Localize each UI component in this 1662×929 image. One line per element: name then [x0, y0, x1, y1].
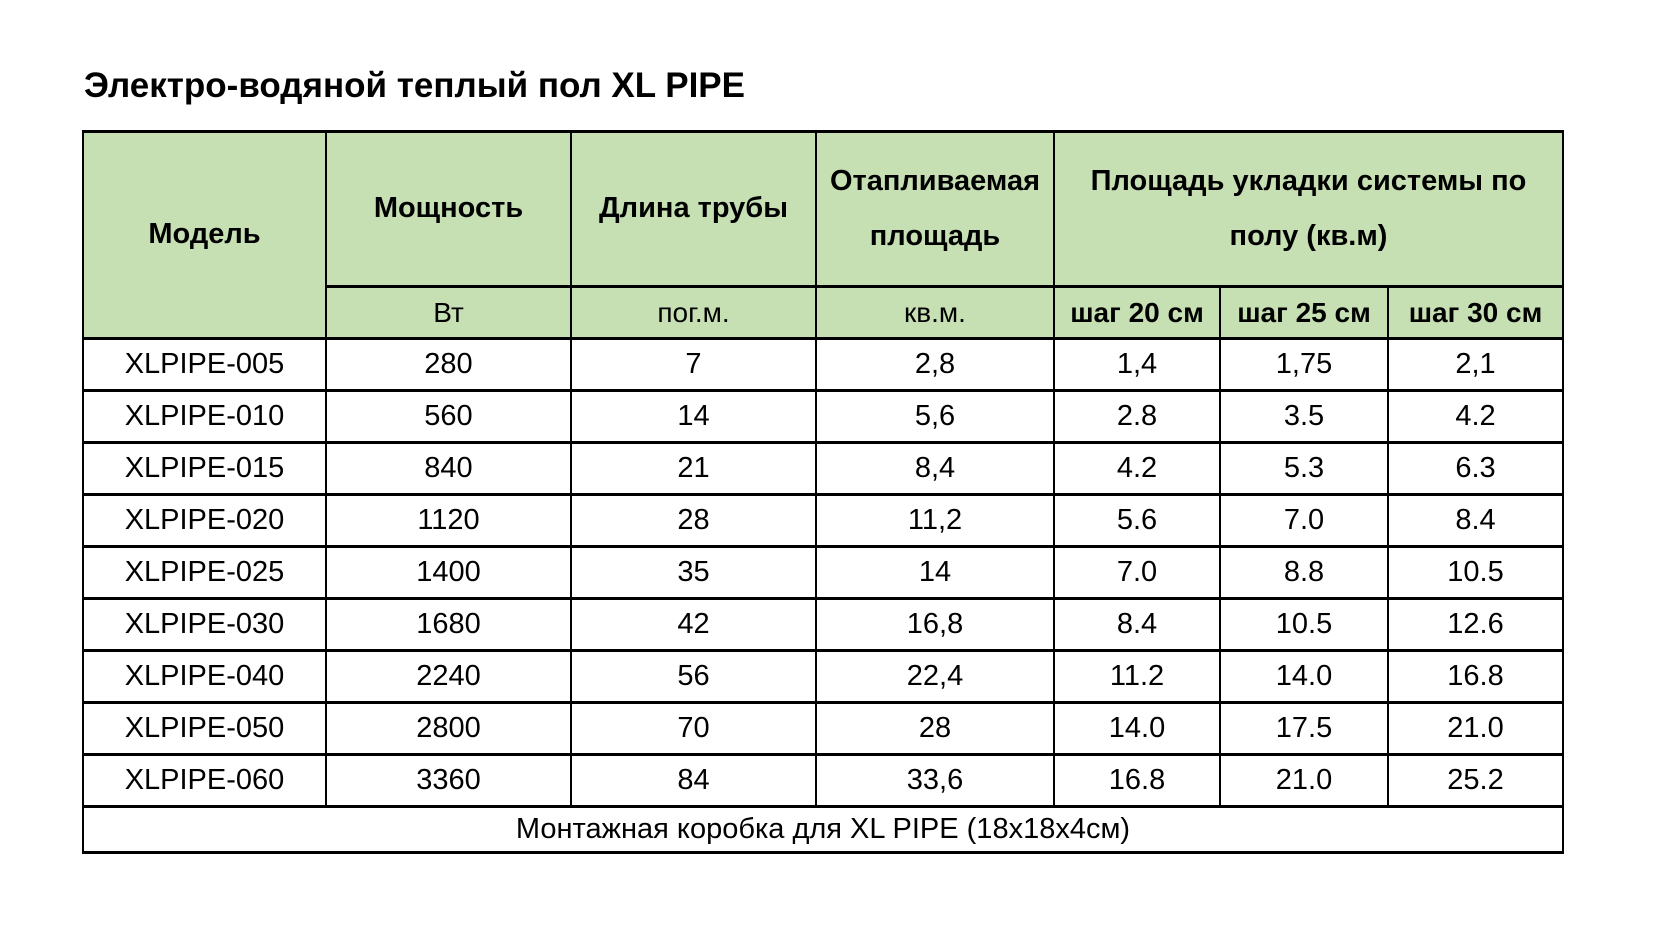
- cell-step-25cm: 10.5: [1219, 597, 1389, 652]
- cell-pipe-length: 70: [570, 701, 817, 756]
- header-row-units: Вт пог.м. кв.м. шаг 20 см шаг 25 см шаг …: [83, 285, 1564, 340]
- cell-power: 3360: [325, 753, 572, 808]
- cell-power: 840: [325, 441, 572, 496]
- header-step-30cm: шаг 30 см: [1387, 285, 1564, 340]
- cell-step-20cm: 7.0: [1053, 545, 1221, 600]
- cell-model: XLPIPE-010: [82, 389, 327, 444]
- cell-step-20cm: 2.8: [1053, 389, 1221, 444]
- xlpipe-spec-table: Модель Мощность Длина трубы Отапливаемая…: [82, 130, 1564, 854]
- cell-model: XLPIPE-040: [82, 649, 327, 704]
- table-row: XLPIPE-050 2800 70 28 14.0 17.5 21.0: [82, 701, 1564, 756]
- table-row: XLPIPE-030 1680 42 16,8 8.4 10.5 12.6: [82, 597, 1564, 652]
- cell-step-30cm: 2,1: [1387, 337, 1564, 392]
- cell-power: 560: [325, 389, 572, 444]
- cell-pipe-length: 84: [570, 753, 817, 808]
- table-row: XLPIPE-010 560 14 5,6 2.8 3.5 4.2: [82, 389, 1564, 444]
- cell-model: XLPIPE-030: [82, 597, 327, 652]
- cell-heated-area: 16,8: [815, 597, 1055, 652]
- cell-pipe-length: 56: [570, 649, 817, 704]
- table-row: XLPIPE-005 280 7 2,8 1,4 1,75 2,1: [82, 337, 1564, 392]
- cell-step-25cm: 8.8: [1219, 545, 1389, 600]
- header-power: Мощность: [325, 130, 572, 288]
- cell-heated-area: 22,4: [815, 649, 1055, 704]
- cell-power: 2240: [325, 649, 572, 704]
- cell-step-25cm: 3.5: [1219, 389, 1389, 444]
- cell-model: XLPIPE-020: [82, 493, 327, 548]
- cell-step-25cm: 7.0: [1219, 493, 1389, 548]
- cell-step-30cm: 21.0: [1387, 701, 1564, 756]
- cell-pipe-length: 28: [570, 493, 817, 548]
- cell-power: 1400: [325, 545, 572, 600]
- cell-step-25cm: 5.3: [1219, 441, 1389, 496]
- header-row-main: Модель Мощность Длина трубы Отапливаемая…: [82, 130, 1564, 340]
- footer-row: Монтажная коробка для XL PIPE (18х18х4см…: [82, 805, 1564, 854]
- cell-step-20cm: 4.2: [1053, 441, 1221, 496]
- cell-heated-area: 14: [815, 545, 1055, 600]
- cell-step-25cm: 1,75: [1219, 337, 1389, 392]
- table-footer: Монтажная коробка для XL PIPE (18х18х4см…: [82, 805, 1564, 854]
- cell-step-30cm: 4.2: [1387, 389, 1564, 444]
- cell-pipe-length: 21: [570, 441, 817, 496]
- table-header: Модель Мощность Длина трубы Отапливаемая…: [82, 130, 1564, 340]
- unit-power: Вт: [325, 285, 572, 340]
- cell-pipe-length: 7: [570, 337, 817, 392]
- table-body: XLPIPE-005 280 7 2,8 1,4 1,75 2,1 XLPIPE…: [82, 337, 1564, 808]
- cell-power: 2800: [325, 701, 572, 756]
- cell-model: XLPIPE-060: [82, 753, 327, 808]
- mounting-box-note: Монтажная коробка для XL PIPE (18х18х4см…: [82, 805, 1564, 854]
- cell-power: 1120: [325, 493, 572, 548]
- header-pipe-length: Длина трубы: [570, 130, 817, 288]
- table-row: XLPIPE-040 2240 56 22,4 11.2 14.0 16.8: [82, 649, 1564, 704]
- cell-step-30cm: 25.2: [1387, 753, 1564, 808]
- cell-step-20cm: 16.8: [1053, 753, 1221, 808]
- header-heated-area: Отапливаемая площадь: [815, 130, 1055, 288]
- cell-heated-area: 33,6: [815, 753, 1055, 808]
- cell-power: 1680: [325, 597, 572, 652]
- cell-step-30cm: 16.8: [1387, 649, 1564, 704]
- cell-pipe-length: 14: [570, 389, 817, 444]
- cell-heated-area: 8,4: [815, 441, 1055, 496]
- table-row: XLPIPE-015 840 21 8,4 4.2 5.3 6.3: [82, 441, 1564, 496]
- cell-model: XLPIPE-015: [82, 441, 327, 496]
- cell-step-30cm: 10.5: [1387, 545, 1564, 600]
- header-laying-area: Площадь укладки системы по полу (кв.м): [1053, 130, 1564, 288]
- cell-step-20cm: 14.0: [1053, 701, 1221, 756]
- cell-heated-area: 11,2: [815, 493, 1055, 548]
- page-title: Электро-водяной теплый пол XL PIPE: [84, 66, 746, 105]
- cell-step-30cm: 12.6: [1387, 597, 1564, 652]
- cell-step-25cm: 21.0: [1219, 753, 1389, 808]
- cell-model: XLPIPE-025: [82, 545, 327, 600]
- cell-model: XLPIPE-005: [82, 337, 327, 392]
- cell-pipe-length: 35: [570, 545, 817, 600]
- cell-step-25cm: 17.5: [1219, 701, 1389, 756]
- cell-step-25cm: 14.0: [1219, 649, 1389, 704]
- cell-heated-area: 28: [815, 701, 1055, 756]
- header-step-25cm: шаг 25 см: [1219, 285, 1389, 340]
- cell-step-20cm: 8.4: [1053, 597, 1221, 652]
- cell-step-30cm: 6.3: [1387, 441, 1564, 496]
- unit-pipe-length: пог.м.: [570, 285, 817, 340]
- cell-heated-area: 5,6: [815, 389, 1055, 444]
- header-model: Модель: [82, 130, 327, 340]
- cell-step-20cm: 1,4: [1053, 337, 1221, 392]
- cell-step-20cm: 5.6: [1053, 493, 1221, 548]
- cell-step-30cm: 8.4: [1387, 493, 1564, 548]
- unit-heated-area: кв.м.: [815, 285, 1055, 340]
- cell-step-20cm: 11.2: [1053, 649, 1221, 704]
- cell-heated-area: 2,8: [815, 337, 1055, 392]
- header-step-20cm: шаг 20 см: [1053, 285, 1221, 340]
- cell-model: XLPIPE-050: [82, 701, 327, 756]
- table-row: XLPIPE-060 3360 84 33,6 16.8 21.0 25.2: [82, 753, 1564, 808]
- table-row: XLPIPE-025 1400 35 14 7.0 8.8 10.5: [82, 545, 1564, 600]
- cell-power: 280: [325, 337, 572, 392]
- table-row: XLPIPE-020 1120 28 11,2 5.6 7.0 8.4: [82, 493, 1564, 548]
- cell-pipe-length: 42: [570, 597, 817, 652]
